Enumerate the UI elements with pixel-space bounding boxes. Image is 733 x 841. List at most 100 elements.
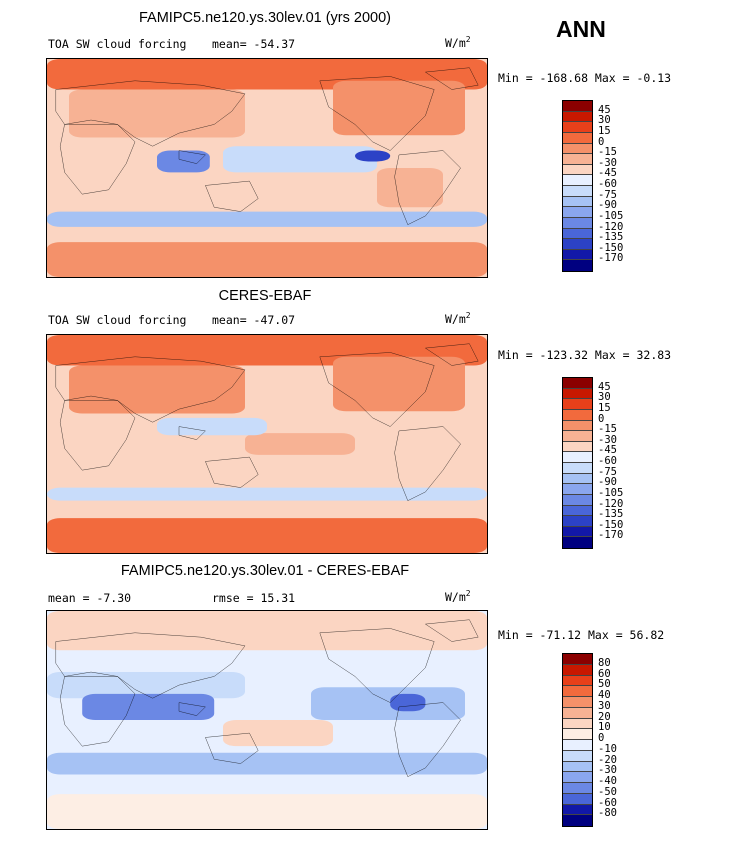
map-field-region	[333, 356, 465, 412]
colorbar-swatch	[563, 697, 592, 708]
panel-3-rmse: rmse = 15.31	[212, 591, 296, 605]
panel-3-title: FAMIPC5.ne120.ys.30lev.01 - CERES-EBAF	[120, 563, 410, 579]
coastline	[60, 124, 135, 194]
panel-3-minmax: Min = -71.12 Max = 56.82	[498, 628, 665, 642]
panel-1-mean: mean= -54.37	[212, 37, 296, 51]
map-field-region	[47, 611, 487, 651]
coastline	[425, 344, 478, 366]
coastline	[205, 733, 258, 764]
colorbar-swatch	[563, 154, 592, 165]
colorbar-tick-label: -20	[598, 753, 617, 766]
colorbar-swatch	[563, 260, 592, 271]
colorbar-tick-label: -120	[598, 497, 624, 510]
colorbar-swatch	[563, 101, 592, 112]
colorbar-tick-label: -150	[598, 518, 624, 531]
panel-2-left-label: TOA SW cloud forcing	[48, 313, 187, 327]
colorbar-tick-label: -105	[598, 486, 624, 499]
map-field-region	[223, 146, 377, 173]
panel-1-minmax: Min = -168.68 Max = -0.13	[498, 71, 672, 85]
coastline	[60, 400, 135, 470]
panel-3-mean: mean = -7.30	[48, 591, 132, 605]
colorbar-tick-label: 45	[598, 103, 611, 116]
panel-2-unit: W/m2	[445, 311, 471, 326]
colorbar-swatch	[563, 729, 592, 740]
colorbar-tick-label: 20	[598, 710, 611, 723]
panel-1-unit: W/m2	[445, 35, 471, 50]
map-field-region	[377, 168, 443, 208]
colorbar-tick-label: 30	[598, 114, 611, 127]
colorbar-tick-label: -60	[598, 178, 617, 190]
map-field-region	[47, 752, 487, 775]
colorbar-swatch	[563, 675, 592, 687]
colorbar-swatch	[563, 175, 592, 186]
colorbar-tick-label: 45	[598, 380, 611, 393]
map-field-region	[82, 693, 215, 720]
colorbar-tick-label: 0	[598, 412, 605, 425]
coastline	[205, 457, 258, 488]
colorbar-swatch	[563, 761, 592, 773]
colorbar-swatch	[563, 122, 592, 133]
colorbar-tick-label: -30	[598, 764, 617, 777]
colorbar-swatch	[563, 718, 592, 730]
colorbar-tick-label: -45	[598, 444, 617, 457]
season-label: ANN	[556, 16, 606, 42]
colorbar-swatch	[563, 132, 592, 144]
colorbar-swatch	[563, 750, 592, 762]
colorbar-swatch	[563, 164, 592, 176]
colorbar-tick-label: 0	[598, 732, 605, 744]
map-field-region	[69, 89, 245, 138]
coastline	[395, 703, 461, 777]
map-field-region	[311, 687, 465, 720]
coastline	[320, 352, 434, 426]
map-field-region	[157, 417, 267, 436]
coastline	[320, 628, 434, 702]
colorbar-swatch	[563, 409, 592, 421]
map-field-region	[47, 487, 487, 501]
colorbar-swatch	[563, 664, 592, 676]
map-field-region	[390, 693, 426, 712]
colorbar-swatch	[563, 505, 592, 517]
coastline	[56, 633, 245, 698]
colorbar-tick-label: -60	[598, 796, 617, 809]
map-field-region	[157, 150, 210, 173]
panel-1-map	[46, 58, 488, 278]
colorbar-swatch	[563, 441, 592, 453]
colorbar-tick-label: -45	[598, 167, 617, 180]
panel-1-left-label: TOA SW cloud forcing	[48, 37, 187, 51]
colorbar-tick-label: -135	[598, 231, 624, 244]
map-field-region	[333, 80, 465, 136]
map-field-region	[245, 433, 355, 455]
coastline	[205, 181, 258, 212]
colorbar-swatch	[563, 793, 592, 805]
coastline	[425, 68, 478, 90]
colorbar-tick-label: -90	[598, 199, 617, 212]
colorbar-tick-label: 30	[598, 699, 611, 712]
colorbar-swatch	[563, 228, 592, 240]
colorbar-swatch	[563, 111, 592, 123]
map-field-region	[47, 794, 487, 829]
colorbar-swatch	[563, 707, 592, 719]
colorbar-tick-label: -170	[598, 252, 624, 265]
colorbar-tick-label: 40	[598, 689, 611, 701]
coastline	[56, 357, 245, 422]
colorbar-swatch	[563, 186, 592, 197]
map-field-region	[47, 454, 201, 482]
colorbar-swatch	[563, 494, 592, 506]
panel-2-colorbar	[562, 377, 593, 549]
colorbar-tick-label: 15	[598, 401, 611, 414]
colorbar-swatch	[563, 196, 592, 208]
panel-1-colorbar	[562, 100, 593, 272]
colorbar-tick-label: -170	[598, 529, 624, 542]
colorbar-swatch	[563, 473, 592, 485]
colorbar-tick-label: -30	[598, 433, 617, 446]
panel-1-title: FAMIPC5.ne120.ys.30lev.01 (yrs 2000)	[139, 10, 391, 26]
colorbar-tick-label: -15	[598, 146, 617, 159]
coastline	[425, 620, 478, 642]
map-field-region	[47, 211, 487, 227]
colorbar-tick-label: -105	[598, 209, 624, 222]
panel-1-map-field	[47, 59, 487, 277]
colorbar-tick-label: -75	[598, 465, 617, 478]
colorbar-tick-label: -120	[598, 220, 624, 233]
panel-3-map-field	[47, 611, 487, 829]
colorbar-tick-label: -15	[598, 423, 617, 436]
